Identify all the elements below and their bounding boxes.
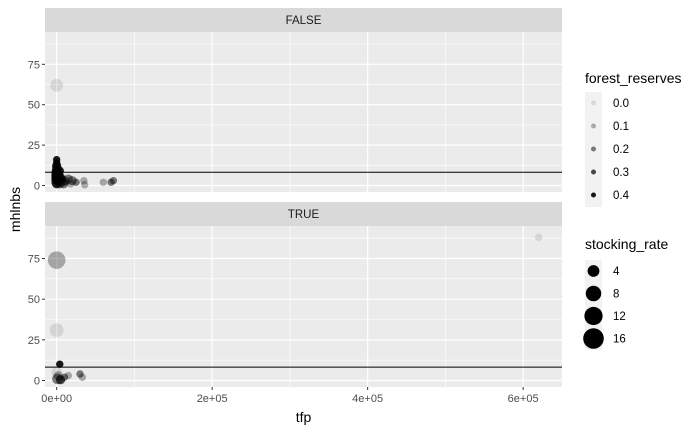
legend-forest-reserves-label: 0.4: [613, 190, 630, 202]
facet-true-point: [64, 371, 73, 380]
legend-forest-reserves-symbol: [591, 192, 596, 198]
legend-forest-reserves-symbol: [591, 169, 596, 175]
facet-true-strip-label: TRUE: [288, 209, 320, 221]
legend-forest-reserves-label: 0.1: [613, 121, 629, 133]
legend-stocking-rate-label: 8: [613, 289, 619, 301]
facet-true-point: [78, 373, 87, 381]
x-tick-label: 4e+05: [352, 393, 383, 405]
facet-false-y-tick-label: 0: [34, 181, 40, 193]
facet-true-y-tick-label: 0: [34, 375, 40, 387]
legend-forest-reserves-label: 0.2: [613, 144, 629, 156]
facet-true-point: [60, 373, 69, 381]
facet-true-y-tick-label: 25: [28, 335, 40, 347]
facet-false-point: [50, 78, 64, 92]
x-tick-label: 2e+05: [197, 393, 228, 405]
facet-true-panel: [45, 226, 562, 387]
legend-forest-reserves-symbol: [591, 100, 596, 106]
facet-false-point: [99, 178, 108, 187]
facet-false-strip: [45, 8, 562, 32]
legend-stocking-rate-symbol: [583, 328, 604, 349]
facet-true-point: [76, 370, 84, 378]
legend-forest-reserves-symbol: [591, 146, 596, 152]
legend-forest-reserves-key: [585, 92, 602, 115]
facet-false-point: [72, 178, 80, 187]
facet-false-point: [109, 176, 118, 185]
facet-false-panel: [45, 32, 562, 192]
facet-true-strip: [45, 202, 562, 226]
legend-stocking-rate-label: 12: [613, 311, 626, 323]
facet-true-point: [56, 360, 64, 368]
legend-stocking-rate-symbol: [587, 265, 600, 277]
x-axis-title: tfp: [296, 409, 312, 425]
legend-stocking-rate-label: 16: [613, 334, 626, 346]
facet-false-y-tick-label: 25: [28, 140, 40, 152]
facet-false-y-tick-label: 75: [28, 59, 40, 71]
legend-stocking-rate-symbol: [584, 306, 603, 326]
legend-forest-reserves-title: forest_reserves: [585, 70, 681, 86]
legend-forest-reserves-symbol: [591, 123, 596, 129]
facet-false-point: [80, 181, 89, 189]
x-tick-label: 6e+05: [508, 393, 539, 405]
facet-true-point: [534, 233, 543, 242]
y-axis-title: mhlnbs: [7, 187, 23, 232]
facet-false-y-tick-label: 50: [28, 100, 40, 112]
legend-forest-reserves-key: [585, 115, 602, 138]
legend-stocking-rate-label: 4: [613, 266, 620, 278]
facet-true-point: [49, 323, 64, 337]
legend-stocking-rate-title: stocking_rate: [585, 236, 668, 252]
x-tick-label: 0e+00: [41, 393, 72, 405]
legend-stocking-rate-symbol: [585, 285, 602, 302]
facet-false-strip-label: FALSE: [286, 15, 322, 27]
legend-forest-reserves-label: 0.0: [613, 98, 629, 110]
facet-true-y-tick-label: 75: [28, 254, 40, 266]
facet-true-point: [47, 251, 66, 269]
facet-false-point: [80, 176, 88, 185]
legend-forest-reserves-label: 0.3: [613, 167, 629, 179]
facet-true-y-tick-label: 50: [28, 294, 40, 306]
